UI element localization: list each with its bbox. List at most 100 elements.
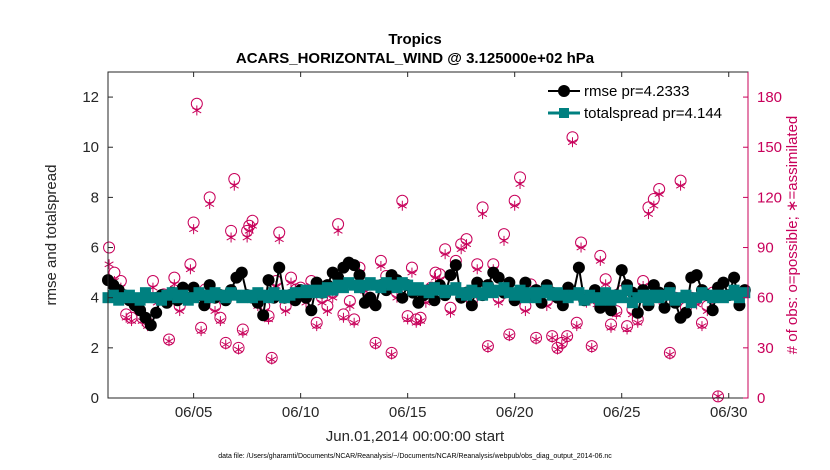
obs-assimilated-point bbox=[415, 316, 426, 327]
obs-assimilated-point bbox=[221, 339, 231, 350]
obs-assimilated-stroke bbox=[483, 344, 493, 351]
obs-assimilated-point bbox=[205, 199, 215, 210]
obs-assimilated-stroke bbox=[472, 266, 482, 273]
x-axis-label: Jun.01,2014 00:00:00 start bbox=[326, 428, 505, 445]
obs-assimilated-stroke bbox=[665, 351, 675, 358]
rmse-point bbox=[144, 319, 157, 332]
obs-assimilated-point bbox=[504, 331, 514, 342]
x-tick-label: 06/10 bbox=[282, 404, 320, 421]
rmse-point bbox=[353, 269, 366, 282]
obs-assimilated-point bbox=[242, 232, 252, 243]
obs-assimilated-stroke bbox=[633, 319, 643, 326]
obs-assimilated-stroke bbox=[104, 261, 114, 268]
plot-area bbox=[108, 72, 748, 398]
rmse-point bbox=[631, 306, 644, 319]
series-layer bbox=[102, 256, 751, 332]
y2-tick-label: 150 bbox=[757, 139, 782, 156]
obs-assimilated-stroke bbox=[242, 234, 252, 241]
y2-tick-label: 90 bbox=[757, 240, 774, 257]
rmse-point bbox=[305, 304, 318, 317]
obs-assimilated-point bbox=[697, 321, 707, 332]
obs-assimilated-stroke bbox=[520, 308, 530, 315]
rmse-point bbox=[262, 274, 275, 287]
obs-assimilated-stroke bbox=[192, 107, 202, 114]
obs-assimilated-stroke bbox=[595, 257, 605, 264]
obs-assimilated-point bbox=[499, 235, 509, 246]
totalspread-point bbox=[600, 287, 612, 299]
obs-assimilated-stroke bbox=[387, 351, 397, 358]
chart-title: Tropics bbox=[388, 31, 441, 48]
obs-assimilated-stroke bbox=[376, 262, 386, 269]
obs-assimilated-point bbox=[515, 179, 525, 190]
obs-assimilated-point bbox=[411, 317, 421, 328]
rmse-point bbox=[728, 271, 741, 284]
obs-assimilated-point bbox=[387, 349, 397, 360]
obs-assimilated-point bbox=[345, 301, 355, 312]
obs-assimilated-stroke bbox=[557, 341, 567, 348]
obs-assimilated-point bbox=[552, 344, 563, 355]
obs-assimilated-point bbox=[333, 225, 343, 236]
x-tick-label: 06/05 bbox=[175, 404, 213, 421]
obs-assimilated-point bbox=[247, 220, 258, 231]
obs-assimilated-stroke bbox=[317, 299, 327, 306]
obs-assimilated-stroke bbox=[328, 294, 338, 301]
legend-totalspread-label: totalspread pr=4.144 bbox=[584, 105, 722, 122]
y2-tick-label: 180 bbox=[757, 89, 782, 106]
obs-assimilated-point bbox=[267, 354, 277, 365]
totalspread-point bbox=[739, 287, 751, 299]
obs-assimilated-point bbox=[233, 344, 244, 355]
obs-assimilated-point bbox=[547, 332, 557, 343]
rmse-point bbox=[449, 259, 462, 272]
obs-assimilated-stroke bbox=[445, 309, 456, 316]
obs-assimilated-stroke bbox=[121, 314, 131, 321]
obs-assimilated-point bbox=[477, 209, 488, 220]
x-tick-label: 06/30 bbox=[710, 404, 748, 421]
obs-assimilated-point bbox=[472, 264, 482, 275]
rmse-point bbox=[396, 291, 409, 304]
totalspread-point bbox=[680, 289, 692, 301]
obs-assimilated-point bbox=[376, 260, 386, 271]
totalspread-point bbox=[616, 292, 628, 304]
obs-assimilated-point bbox=[229, 180, 239, 191]
obs-assimilated-stroke bbox=[643, 211, 654, 218]
obs-assimilated-stroke bbox=[263, 316, 274, 323]
rmse-point bbox=[605, 304, 618, 317]
obs-assimilated-stroke bbox=[562, 334, 572, 341]
obs-assimilated-stroke bbox=[338, 314, 349, 321]
obs-assimilated-stroke bbox=[281, 308, 291, 315]
totalspread-point bbox=[573, 287, 585, 299]
rmse-point bbox=[717, 276, 730, 289]
obs-assimilated-stroke bbox=[221, 341, 231, 348]
obs-assimilated-stroke bbox=[587, 344, 597, 351]
obs-assimilated-point bbox=[403, 314, 413, 325]
obs-assimilated-point bbox=[238, 327, 248, 338]
obs-assimilated-stroke bbox=[205, 201, 215, 208]
obs-assimilated-point bbox=[164, 336, 174, 347]
y2-tick-label: 30 bbox=[757, 340, 774, 357]
footnote: data file: /Users/gharamti/Documents/NCA… bbox=[218, 453, 612, 460]
obs-assimilated-point bbox=[665, 349, 675, 360]
obs-assimilated-stroke bbox=[572, 323, 582, 330]
obs-assimilated-point bbox=[649, 200, 659, 211]
obs-assimilated-point bbox=[274, 234, 284, 245]
obs-assimilated-stroke bbox=[606, 324, 616, 331]
obs-assimilated-stroke bbox=[333, 227, 343, 234]
obs-assimilated-stroke bbox=[567, 139, 578, 146]
x-tick-label: 06/25 bbox=[603, 404, 641, 421]
obs-assimilated-point bbox=[210, 306, 220, 317]
obs-assimilated-stroke bbox=[430, 274, 441, 281]
obs-assimilated-stroke bbox=[274, 236, 284, 243]
obs-assimilated-stroke bbox=[649, 202, 659, 209]
obs-assimilated-stroke bbox=[267, 356, 277, 363]
obs-assimilated-stroke bbox=[126, 318, 137, 325]
obs-assimilated-point bbox=[397, 200, 407, 211]
obs-assimilated-point bbox=[281, 306, 291, 317]
obs-assimilated-point bbox=[520, 306, 530, 317]
obs-assimilated-stroke bbox=[461, 241, 472, 248]
obs-assimilated-point bbox=[576, 242, 586, 253]
obs-assimilated-point bbox=[595, 255, 605, 266]
x-tick-label: 06/15 bbox=[389, 404, 427, 421]
totalspread-point bbox=[594, 294, 606, 306]
obs-assimilated-stroke bbox=[345, 303, 355, 309]
obs-assimilated-stroke bbox=[576, 244, 586, 251]
